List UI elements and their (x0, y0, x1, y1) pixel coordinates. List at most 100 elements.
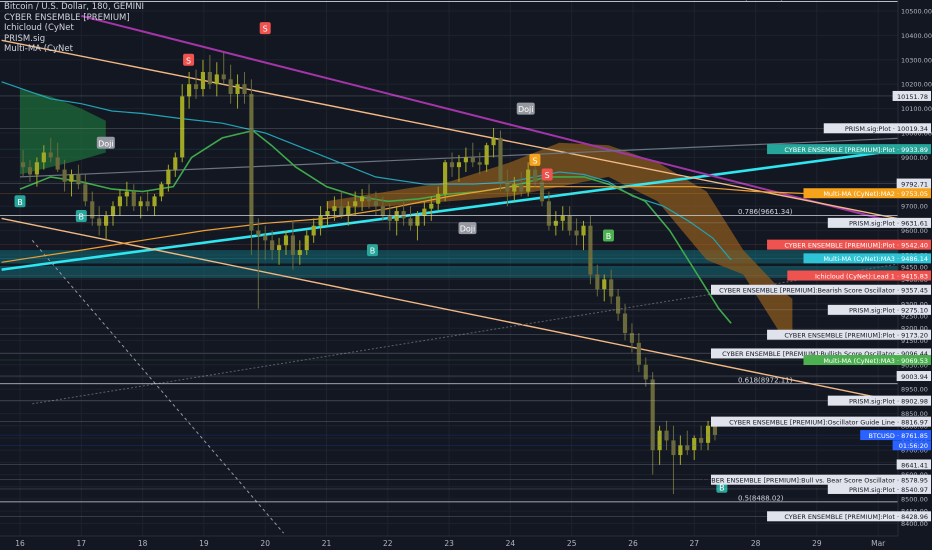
signal-marker-label: S (545, 171, 550, 180)
indicator-ichicloud[interactable]: Ichicloud (CyNet (4, 23, 74, 33)
candle-body (20, 162, 26, 168)
price-label-text: CYBER ENSEMBLE [PREMIUM]:Oscillator Guid… (729, 418, 928, 426)
signal-marker-label: B (17, 198, 23, 207)
candles[interactable] (20, 52, 718, 495)
candle-body (408, 218, 413, 226)
price-label-box (896, 178, 931, 189)
signal-marker-box (458, 222, 477, 235)
candle-body (650, 379, 655, 451)
candle-body (173, 157, 178, 170)
price-axis-tick: 10500.00 (901, 8, 932, 16)
price-label-box (827, 395, 931, 406)
candle-body (463, 157, 468, 163)
time-axis-tick: 18 (138, 539, 148, 548)
time-axis-tick: 16 (15, 539, 25, 548)
candle-body (401, 211, 406, 219)
candle-body (643, 364, 648, 380)
time-axis-tick: 22 (383, 539, 393, 548)
price-label-text: Multi-MA (CyNet):MA3 · 9486.14 (823, 255, 928, 263)
price-label-box (823, 123, 931, 134)
candle-body (491, 137, 496, 146)
candle-body (353, 201, 358, 207)
candle-body (629, 333, 635, 343)
candle-body (290, 235, 295, 255)
price-label-box (896, 371, 931, 382)
signal-marker-box (516, 102, 535, 115)
candle-body (124, 191, 129, 197)
candle-body (318, 215, 323, 226)
price-label-text: CYBER ENSEMBLE [PREMIUM]:Bull vs. Bear S… (703, 477, 928, 485)
price-label-box (827, 483, 931, 494)
price-label-text: PRISM.sig:Plot · 10019.34 (845, 125, 928, 133)
signal-marker-label: B (719, 483, 725, 492)
price-label-box (767, 144, 931, 155)
signal-marker-label: Doji (518, 105, 534, 114)
candle-body (470, 157, 475, 163)
candle-body (193, 84, 199, 90)
price-label-text: 8641.41 (901, 461, 928, 469)
candle-body (422, 208, 427, 216)
candle-body (83, 184, 88, 202)
candle-body (678, 445, 683, 456)
cloud-bearish (326, 142, 793, 334)
highlight-bands (0, 250, 898, 279)
candle-body (69, 174, 74, 182)
price-label-box (803, 355, 931, 366)
price-axis-tick: 10100.00 (901, 105, 932, 113)
candle-body (705, 425, 711, 443)
time-axis-tick: 20 (260, 539, 270, 548)
price-label-text: CYBER ENSEMBLE [PREMIUM]:Plot · 9173.20 (784, 332, 928, 340)
price-axis-tick: 10000.00 (901, 129, 932, 137)
indicator-prism[interactable]: PRISM.sig (4, 33, 46, 44)
price-label-text: CYBER ENSEMBLE [PREMIUM]:Plot · 8428.96 (784, 513, 928, 521)
price-label-text: PRISM.sig:Plot · 9275.10 (849, 307, 928, 315)
candle-body (477, 162, 482, 165)
ma-green-line (19, 129, 732, 324)
indicator-multi-ma[interactable]: Multi-MA (CyNet (4, 44, 73, 54)
signal-marker-box (602, 229, 614, 242)
candle-body (664, 430, 669, 441)
candle-body (270, 240, 275, 251)
candle-body (539, 181, 545, 202)
candle-body (512, 184, 517, 192)
price-label-text: CYBER ENSEMBLE [PREMIUM]:Bearish Score O… (719, 287, 928, 295)
candle-body (145, 201, 150, 207)
candle-body (526, 169, 531, 192)
price-axis-tick: 8850.00 (901, 410, 928, 418)
candle-body (429, 203, 434, 209)
candle-body (235, 84, 240, 94)
price-axis-tick: 9200.00 (901, 325, 928, 333)
signal-marker-box (259, 22, 271, 35)
candle-body (449, 162, 455, 168)
candle-body (138, 201, 143, 207)
candle-body (256, 230, 261, 236)
time-axis-tick: 28 (751, 539, 761, 548)
price-label-box (827, 217, 931, 228)
ma-orange-line (1, 186, 909, 263)
candle-body (366, 196, 372, 202)
candle-body (325, 211, 330, 216)
price-label-text: 9792.71 (901, 180, 928, 188)
price-label-text: BTCUSD · 8761.85 (868, 432, 928, 440)
price-label-box (803, 188, 931, 199)
price-labels: 10151.78 PRISM.sig:Plot · 10019.34 CYBER E… (0, 90, 931, 522)
price-label-text: 10151.78 (897, 93, 928, 101)
time-axis[interactable]: 16 17 18 19 20 21 22 23 24 25 26 27 28 29 Mar (15, 539, 886, 548)
time-axis-background (0, 536, 932, 550)
price-label-text: CYBER ENSEMBLE [PREMIUM]:Plot · 9542.40 (784, 241, 928, 249)
price-label-text: CYBER ENSEMBLE [PREMIUM]:Plot · 9933.89 (784, 146, 928, 154)
time-axis-tick: 27 (690, 539, 700, 548)
candle-body (415, 215, 420, 226)
price-label-text: Ichicloud (CyNet):Lead 1 · 9415.83 (815, 272, 928, 280)
indicator-cyber-ensemble[interactable]: CYBER ENSEMBLE [PREMIUM] (4, 12, 130, 23)
price-axis-tick: 10400.00 (901, 32, 932, 40)
moving-averages (1, 81, 909, 324)
candle-body (166, 169, 171, 185)
candle-body (712, 425, 718, 436)
peach-lower-trend-line (1, 217, 909, 405)
price-axis-tick: 9300.00 (901, 300, 928, 308)
candle-body (622, 313, 628, 334)
chart-title[interactable]: Bitcoin / U.S. Dollar, 180, GEMINI (4, 2, 145, 12)
candle-body (34, 162, 39, 175)
